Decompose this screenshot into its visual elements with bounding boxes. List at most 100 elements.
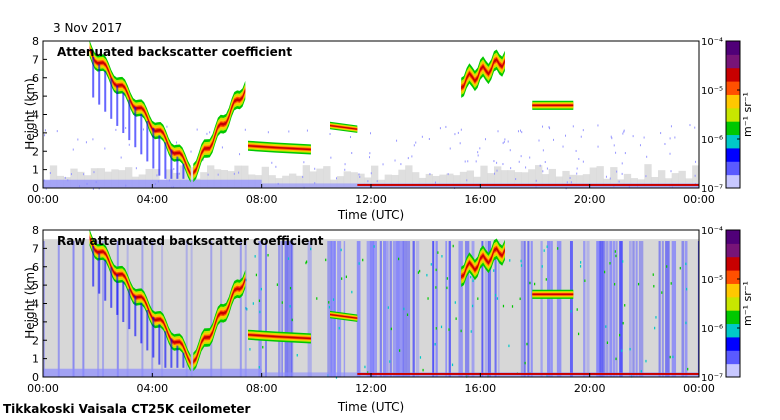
noise-speck	[609, 262, 611, 265]
noise-speck	[637, 282, 640, 286]
x-tick-label: 00:00	[683, 193, 715, 206]
noise-speck	[77, 138, 79, 141]
descending-cloud-layer	[89, 233, 191, 368]
noise-speck	[358, 262, 360, 265]
noise-column	[629, 241, 632, 377]
noise-speck	[670, 125, 672, 128]
noise-speck	[328, 305, 331, 309]
colorbar-segment	[726, 323, 740, 338]
noise-column	[471, 241, 475, 377]
noise-speck	[176, 141, 178, 144]
noise-column	[396, 241, 400, 377]
noise-speck	[349, 136, 351, 139]
noise-speck	[494, 172, 496, 175]
y-tick-label: 1	[32, 164, 39, 177]
noise-haze	[166, 169, 174, 188]
noise-column	[210, 241, 213, 377]
noise-column	[481, 241, 484, 377]
x-tick-label: 08:00	[246, 193, 278, 206]
noise-speck	[615, 151, 617, 154]
noise-haze	[494, 166, 502, 188]
noise-haze	[473, 176, 481, 188]
noise-speck	[421, 135, 423, 138]
noise-speck	[526, 342, 528, 346]
noise-haze	[357, 173, 365, 188]
noise-speck	[399, 349, 401, 352]
noise-speck	[580, 261, 582, 264]
noise-haze	[507, 170, 515, 188]
noise-speck	[610, 135, 612, 138]
noise-speck	[255, 273, 258, 277]
x-axis-label: Time (UTC)	[337, 208, 404, 222]
noise-speck	[695, 160, 697, 163]
precip-streak	[158, 135, 161, 176]
precip-streak	[128, 99, 131, 141]
noise-haze	[582, 174, 591, 188]
noise-speck	[685, 321, 687, 325]
noise-column	[386, 241, 389, 377]
noise-speck	[669, 152, 671, 155]
cloud-layer	[330, 125, 358, 130]
noise-speck	[439, 127, 441, 130]
noise-speck	[643, 136, 645, 139]
noise-speck	[467, 160, 469, 163]
noise-speck	[209, 131, 211, 134]
noise-speck	[679, 266, 681, 270]
noise-speck	[542, 149, 544, 152]
x-tick-label: 12:00	[355, 193, 387, 206]
noise-column	[412, 241, 415, 377]
noise-speck	[245, 278, 247, 282]
noise-column	[72, 241, 75, 377]
noise-column	[337, 241, 342, 377]
precip-streak	[176, 156, 179, 179]
noise-speck	[562, 145, 564, 148]
colorbar-segment	[726, 174, 740, 189]
noise-speck	[369, 156, 371, 159]
x-tick-label: 00:00	[683, 382, 715, 395]
noise-haze	[152, 169, 160, 188]
noise-haze	[562, 170, 570, 188]
noise-speck	[289, 286, 292, 290]
noise-column	[684, 241, 688, 377]
noise-speck	[422, 368, 424, 372]
noise-speck	[376, 180, 378, 183]
noise-column	[327, 241, 332, 377]
noise-speck	[345, 275, 347, 279]
precip-streak	[104, 260, 107, 301]
colorbar-segment	[726, 296, 740, 311]
noise-speck	[435, 286, 437, 289]
noise-haze	[453, 175, 461, 188]
colorbar-segment	[726, 107, 740, 122]
noise-speck	[460, 128, 462, 131]
x-axis-label: Time (UTC)	[337, 400, 404, 414]
noise-speck	[520, 155, 522, 158]
noise-speck	[329, 133, 331, 136]
noise-speck	[624, 304, 626, 307]
noise-speck	[535, 179, 537, 182]
noise-speck	[520, 264, 523, 267]
noise-haze	[466, 170, 474, 188]
noise-speck	[389, 360, 391, 363]
noise-column	[330, 241, 335, 377]
noise-column	[405, 241, 411, 377]
noise-column	[550, 241, 553, 377]
cloud-layer	[248, 334, 311, 340]
noise-speck	[306, 129, 308, 132]
noise-speck	[652, 273, 654, 276]
colorbar-segment	[726, 256, 740, 271]
noise-speck	[446, 286, 448, 290]
noise-speck	[619, 333, 621, 337]
noise-column	[307, 241, 312, 377]
noise-speck	[305, 261, 307, 265]
noise-column	[399, 241, 404, 377]
descending-cloud-layer	[89, 44, 191, 179]
noise-speck	[415, 141, 417, 144]
noise-column	[379, 241, 382, 377]
noise-speck	[344, 168, 346, 171]
noise-speck	[316, 297, 318, 300]
noise-speck	[314, 167, 316, 170]
noise-speck	[72, 148, 74, 151]
noise-speck	[624, 152, 626, 155]
noise-speck	[504, 138, 506, 141]
ground-layer	[43, 179, 262, 188]
